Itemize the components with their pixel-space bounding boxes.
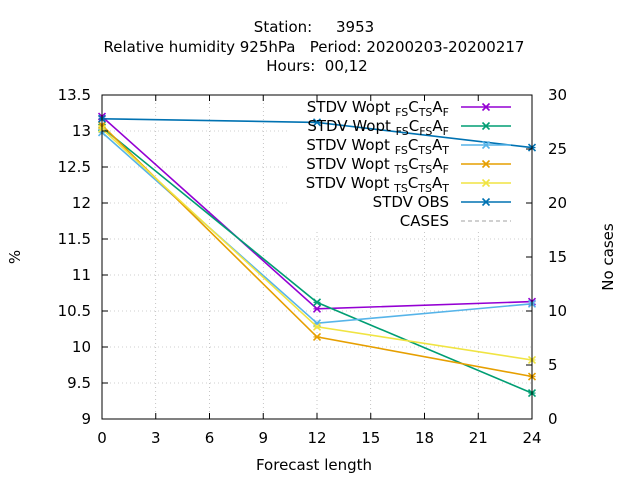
y-tick-label: 11.5	[58, 230, 91, 248]
y2-tick-label: 5	[548, 356, 558, 374]
legend-label: STDV OBS	[373, 193, 449, 211]
legend-marker	[481, 197, 491, 207]
y-tick-label: 9.5	[67, 374, 91, 392]
x-tick-label: 18	[415, 429, 434, 447]
legend-label: CASES	[400, 212, 449, 230]
y-tick-label: 10.5	[58, 302, 91, 320]
legend-label: STDV Wopt TSCTSAF	[306, 155, 449, 176]
legend-label: STDV Wopt FSCTSAT	[306, 136, 449, 157]
x-tick-label: 0	[97, 429, 107, 447]
y2-tick-label: 20	[548, 194, 567, 212]
legend-label: STDV Wopt FSCFSAF	[307, 117, 449, 138]
legend-label: STDV Wopt FSCTSAF	[307, 98, 449, 119]
data-point	[312, 332, 322, 341]
x-tick-label: 3	[151, 429, 161, 447]
chart-title-line-1: Station: 3953	[254, 18, 374, 36]
chart-title-line-2: Relative humidity 925hPa Period: 2020020…	[104, 38, 525, 56]
y2-tick-label: 25	[548, 140, 567, 158]
x-tick-label: 9	[258, 429, 268, 447]
data-point	[312, 322, 322, 331]
y2-tick-label: 10	[548, 302, 567, 320]
x-axis-label: Forecast length	[256, 456, 372, 474]
y-tick-label: 13	[72, 122, 91, 140]
axis-ticks: 99.51010.51111.51212.51313.5051015202530…	[58, 86, 568, 447]
x-tick-label: 12	[307, 429, 326, 447]
y-tick-label: 12	[72, 194, 91, 212]
y-axis-label: %	[6, 250, 24, 264]
y-tick-label: 11	[72, 266, 91, 284]
data-point	[312, 298, 322, 307]
data-point	[312, 118, 322, 127]
legend-marker	[481, 178, 491, 188]
chart-title-line-3: Hours: 00,12	[266, 57, 367, 75]
x-tick-label: 15	[361, 429, 380, 447]
y-tick-label: 9	[81, 410, 91, 428]
legend-marker	[481, 140, 491, 150]
legend-marker	[481, 121, 491, 131]
legend-marker	[481, 159, 491, 169]
y-tick-label: 12.5	[58, 158, 91, 176]
x-tick-label: 6	[205, 429, 215, 447]
y-tick-label: 10	[72, 338, 91, 356]
y2-axis-label: No cases	[599, 223, 617, 291]
legend-marker	[481, 102, 491, 112]
y2-tick-label: 15	[548, 248, 567, 266]
x-tick-label: 21	[469, 429, 488, 447]
legend-label: STDV Wopt TSCTSAT	[306, 174, 449, 195]
y2-tick-label: 30	[548, 86, 567, 104]
x-tick-label: 24	[522, 429, 541, 447]
y2-tick-label: 0	[548, 410, 558, 428]
y-tick-label: 13.5	[58, 86, 91, 104]
titles: Station: 3953 Relative humidity 925hPa P…	[6, 18, 617, 474]
data-point	[312, 304, 322, 313]
